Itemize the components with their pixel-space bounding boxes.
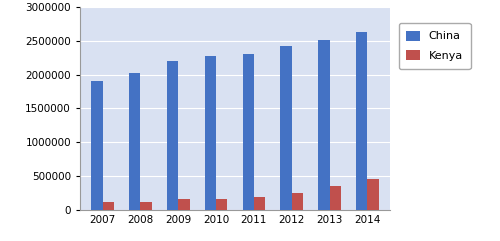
Bar	[318, 40, 330, 210]
Bar	[368, 179, 378, 210]
Bar	[140, 201, 152, 210]
Bar	[205, 56, 216, 210]
Bar	[167, 60, 178, 210]
Legend: China, Kenya: China, Kenya	[398, 23, 470, 69]
Bar	[356, 32, 368, 210]
Bar	[280, 46, 291, 210]
Bar	[242, 54, 254, 210]
Bar	[92, 81, 102, 210]
Bar	[216, 199, 228, 210]
Bar	[102, 201, 114, 210]
Bar	[129, 73, 140, 210]
Bar	[178, 199, 190, 210]
Bar	[292, 194, 303, 210]
Bar	[330, 186, 341, 210]
Bar	[254, 197, 265, 210]
